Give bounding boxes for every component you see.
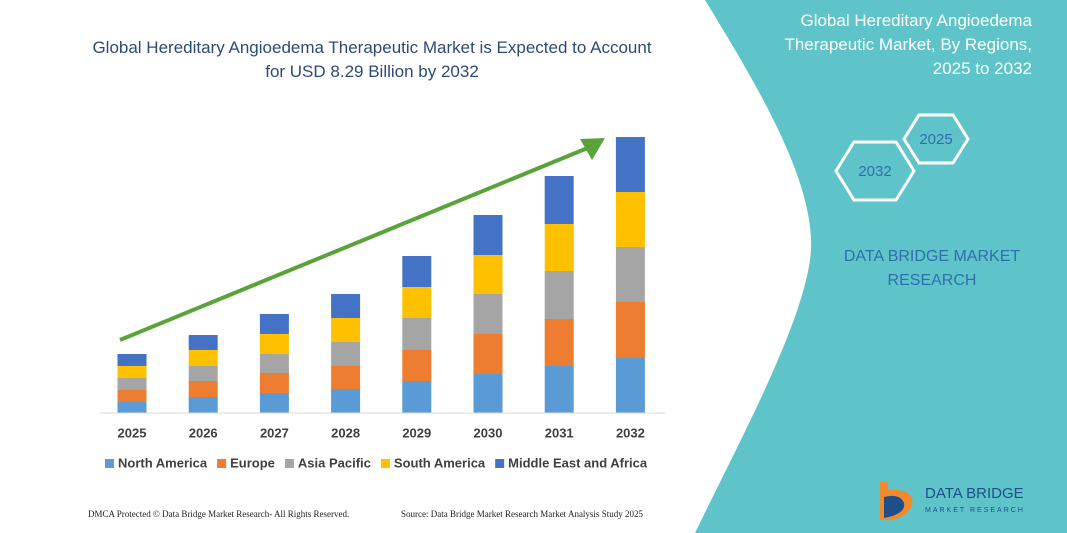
brand-line: RESEARCH <box>888 272 977 289</box>
footer-right: Source: Data Bridge Market Research Mark… <box>401 509 643 519</box>
bar-segment <box>402 381 432 413</box>
bar-segment <box>259 334 289 354</box>
title-line: Global Hereditary Angioedema Therapeutic… <box>92 38 651 57</box>
bar-segment <box>615 358 645 413</box>
legend-swatch <box>380 459 390 468</box>
panel-title-line: 2025 to 2032 <box>933 59 1032 78</box>
bar-segment <box>544 319 574 366</box>
arrow-head <box>580 138 605 160</box>
x-tick-label: 2031 <box>545 425 574 440</box>
bar-segment <box>402 318 432 350</box>
x-tick-label: 2032 <box>616 425 645 440</box>
bar-segment <box>259 393 289 413</box>
bar-segment <box>188 397 218 413</box>
bar-segment <box>615 192 645 247</box>
logo-mark <box>884 495 905 518</box>
bar-segment <box>117 354 147 366</box>
legend-swatch <box>284 459 294 468</box>
bar-segment <box>117 366 147 378</box>
bar-segment <box>544 224 574 271</box>
bar-segment <box>473 334 503 374</box>
logo-name: DATA BRIDGE <box>925 485 1024 502</box>
logo-tagline: MARKET RESEARCH <box>925 507 1025 514</box>
bar-segment <box>331 318 361 342</box>
bar-segment <box>544 176 574 224</box>
bar-segment <box>117 378 147 390</box>
bar-segment <box>117 390 147 402</box>
legend-label: Asia Pacific <box>298 455 371 470</box>
x-tick-label: 2028 <box>331 425 360 440</box>
legend: North America Europe Asia Pacific South Ame… <box>105 455 648 470</box>
hexagon <box>834 140 916 202</box>
bar-segment <box>402 256 432 287</box>
side-panel <box>695 0 1067 533</box>
legend-label: South America <box>394 455 486 470</box>
hex-label: 2032 <box>858 163 891 180</box>
bar-segment <box>117 402 147 413</box>
hexagon <box>902 113 970 165</box>
hex-label: 2025 <box>919 131 952 148</box>
bar-segment <box>615 302 645 358</box>
legend-label: Europe <box>230 455 275 470</box>
bar-segment <box>188 350 218 366</box>
title-line: for USD 8.29 Billion by 2032 <box>265 62 479 81</box>
bar-segment <box>259 373 289 393</box>
panel-title: Global Hereditary Angioedema Therapeutic … <box>784 11 1032 78</box>
bar-segment <box>331 294 361 318</box>
x-tick-label: 2027 <box>260 425 289 440</box>
chart-title: Global Hereditary Angioedema Therapeutic… <box>92 38 651 81</box>
bar-segment <box>188 381 218 397</box>
bar-segment <box>473 294 503 334</box>
bar-segment <box>544 366 574 413</box>
bar-segment <box>473 215 503 255</box>
legend-swatch <box>217 459 227 468</box>
bar-segment <box>402 350 432 381</box>
x-tick-label: 2026 <box>189 425 218 440</box>
brand: DATA BRIDGE MARKET RESEARCH <box>844 248 1021 289</box>
trend-arrow <box>119 145 591 342</box>
brand-line: DATA BRIDGE MARKET <box>844 248 1021 265</box>
x-tick-label: 2025 <box>118 425 147 440</box>
legend-label: North America <box>118 455 208 470</box>
bar-segment <box>331 389 361 413</box>
bar-segment <box>615 247 645 302</box>
legend-swatch <box>495 459 505 468</box>
panel-title-line: Global Hereditary Angioedema <box>800 11 1032 30</box>
legend-swatch <box>105 459 114 468</box>
x-tick-label: 2030 <box>474 425 503 440</box>
bar-segment <box>473 374 503 413</box>
bar-segment <box>615 137 645 192</box>
footer-left: DMCA Protected © Data Bridge Market Rese… <box>88 509 349 519</box>
bar-segment <box>331 342 361 366</box>
plot: 2025 2026 2027 2028 2029 2030 2031 2032 <box>100 137 665 440</box>
bar-segment <box>259 354 289 373</box>
panel-title-line: Therapeutic Market, By Regions, <box>784 35 1032 54</box>
bar-segment <box>402 287 432 318</box>
bar-segment <box>544 271 574 319</box>
x-tick-label: 2029 <box>402 425 431 440</box>
bar-segment <box>188 335 218 350</box>
bar-segment <box>259 314 289 334</box>
bar-segment <box>331 366 361 389</box>
legend-label: Middle East and Africa <box>508 455 648 470</box>
bar-segment <box>188 366 218 381</box>
bar-segment <box>473 255 503 294</box>
